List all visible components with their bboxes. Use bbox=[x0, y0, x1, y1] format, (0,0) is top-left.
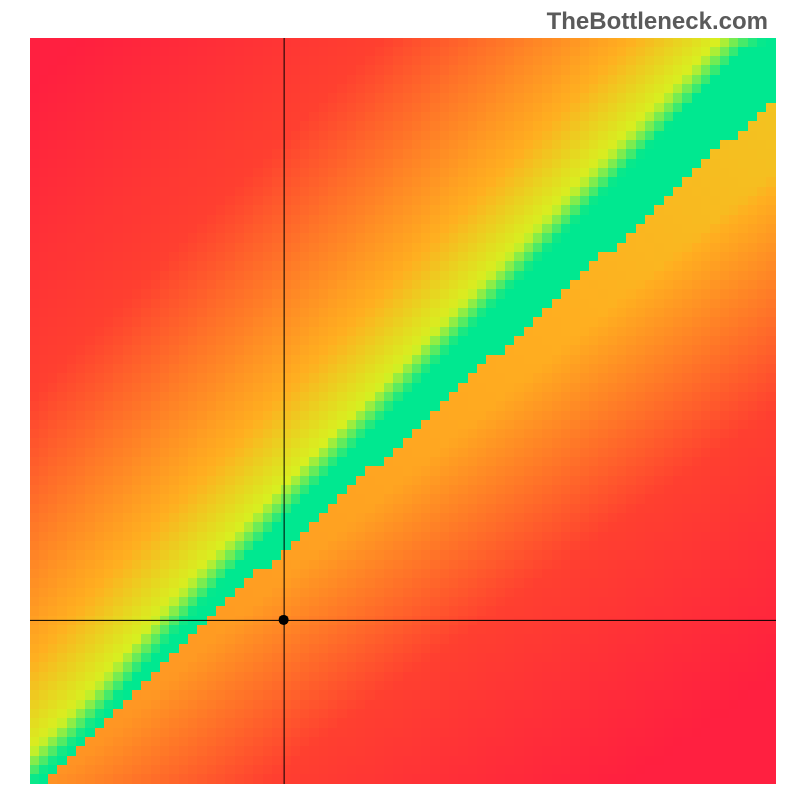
bottleneck-heatmap bbox=[30, 38, 776, 784]
watermark-text: TheBottleneck.com bbox=[547, 8, 768, 36]
heatmap-canvas bbox=[30, 38, 776, 784]
